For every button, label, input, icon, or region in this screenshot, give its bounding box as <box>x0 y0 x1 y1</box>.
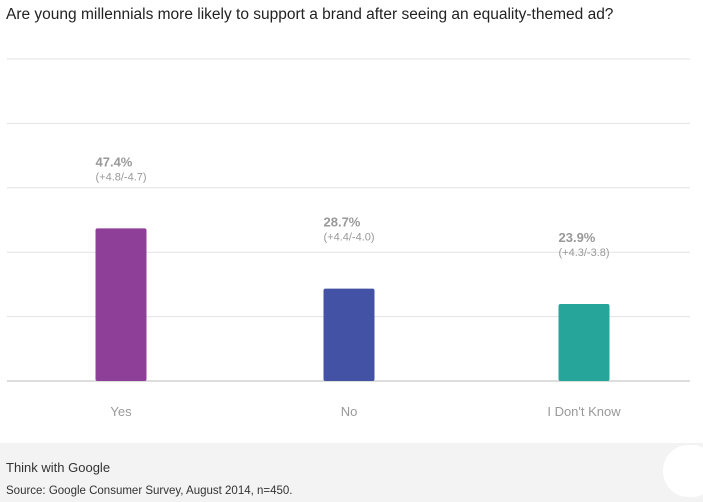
x-tick-label: No <box>341 404 358 419</box>
bar-0 <box>95 228 147 381</box>
value-label: 28.7% <box>324 215 361 230</box>
bar-2 <box>558 304 610 381</box>
bar-chart: 47.4% (+4.8/-4.7) Yes 28.7% (+4.4/-4.0) No 23.… <box>7 58 690 419</box>
error-label: (+4.4/-4.0) <box>324 232 375 244</box>
brand-name: Think with Google <box>6 460 111 475</box>
x-tick-label: I Don't Know <box>547 404 621 419</box>
x-tick-label: Yes <box>110 404 132 419</box>
footer: Think with Google Source: Google Consume… <box>0 443 703 502</box>
bar-1 <box>323 288 375 381</box>
source-note: Source: Google Consumer Survey, August 2… <box>6 485 293 497</box>
value-label: 23.9% <box>559 230 596 245</box>
value-label: 47.4% <box>96 154 133 169</box>
error-label: (+4.8/-4.7) <box>96 171 147 183</box>
cloud-decoration-icon <box>663 445 703 497</box>
chart-title: Are young millennials more likely to sup… <box>6 6 614 23</box>
error-label: (+4.3/-3.8) <box>559 247 610 259</box>
